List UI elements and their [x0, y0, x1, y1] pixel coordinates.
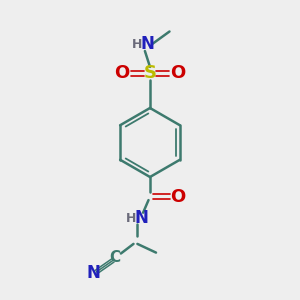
Text: N: N	[135, 209, 149, 227]
Text: H: H	[132, 38, 142, 51]
Text: H: H	[126, 212, 136, 225]
Text: N: N	[141, 35, 155, 53]
Text: C: C	[109, 250, 121, 266]
Text: N: N	[86, 264, 100, 282]
Text: O: O	[171, 64, 186, 82]
Text: O: O	[114, 64, 129, 82]
Text: O: O	[171, 188, 186, 206]
Text: S: S	[143, 64, 157, 82]
